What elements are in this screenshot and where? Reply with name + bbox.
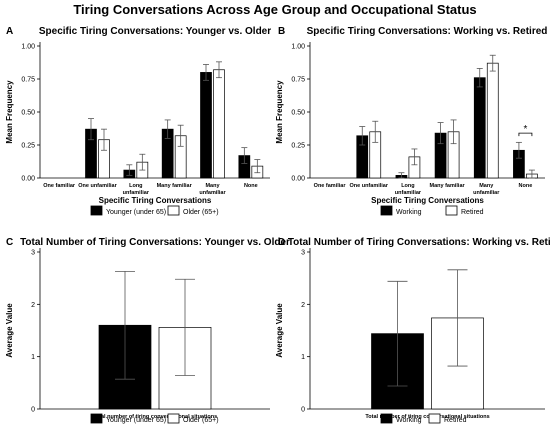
y-axis-label: Average Value bbox=[275, 303, 284, 358]
legend-label: Older (65+) bbox=[183, 209, 219, 216]
y-tick-label: 2 bbox=[31, 302, 35, 309]
x-tick-label: One familiar bbox=[314, 183, 347, 189]
x-tick-label: Total number of tiring conversational si… bbox=[93, 414, 217, 420]
significance-bracket bbox=[518, 132, 533, 137]
panel-b: B Specific Tiring Conversations: Working … bbox=[275, 26, 547, 216]
legend-swatch bbox=[90, 205, 103, 216]
x-tick-label: Many unfamiliar bbox=[473, 183, 500, 196]
x-tick-label: One unfamiliar bbox=[78, 183, 117, 189]
bar bbox=[486, 62, 499, 179]
bar bbox=[213, 69, 225, 179]
x-tick-label: Long unfamiliar bbox=[123, 183, 150, 196]
legend-swatch bbox=[445, 205, 458, 216]
legend-label: Older (65+) bbox=[183, 417, 219, 424]
y-tick-label: 2 bbox=[301, 302, 305, 309]
y-tick-label: 0.25 bbox=[291, 143, 305, 150]
x-axis-label: Specific Tiring Conversations bbox=[99, 196, 212, 205]
x-tick-label: Many unfamiliar bbox=[199, 183, 226, 196]
x-tick-label: Many familiar bbox=[157, 183, 193, 189]
panel-letter: D bbox=[278, 237, 285, 248]
y-tick-label: 0.50 bbox=[21, 110, 35, 117]
legend-swatch bbox=[428, 413, 441, 424]
panel-title: Specific Tiring Conversations: Working v… bbox=[307, 26, 548, 37]
legend-label: Working bbox=[396, 209, 422, 216]
y-axis-label: Mean Frequency bbox=[275, 80, 284, 144]
panel-d: D Total Number of Tiring Conversations: W… bbox=[275, 237, 550, 424]
y-tick-label: 0.00 bbox=[21, 176, 35, 183]
legend-swatch bbox=[167, 205, 180, 216]
panel-a: A Specific Tiring Conversations: Younger … bbox=[5, 26, 271, 216]
y-axis-label: Average Value bbox=[5, 303, 14, 358]
legend-swatch bbox=[167, 413, 180, 424]
y-tick-label: 1.00 bbox=[21, 44, 35, 51]
x-tick-label: None bbox=[519, 183, 533, 189]
x-tick-label: None bbox=[244, 183, 258, 189]
y-tick-label: 3 bbox=[301, 250, 305, 257]
y-tick-label: 0.00 bbox=[291, 176, 305, 183]
y-tick-label: 0.75 bbox=[21, 77, 35, 84]
bar bbox=[200, 72, 212, 179]
y-tick-label: 0.75 bbox=[291, 77, 305, 84]
x-tick-label: One unfamiliar bbox=[349, 183, 388, 189]
panel-letter: B bbox=[278, 26, 285, 37]
y-tick-label: 0 bbox=[301, 407, 305, 414]
y-tick-label: 1 bbox=[31, 354, 35, 361]
panel-letter: C bbox=[6, 237, 13, 248]
x-tick-label: Total number of tiring conversational si… bbox=[365, 414, 489, 420]
x-tick-label: Many familiar bbox=[430, 183, 466, 189]
y-tick-label: 1 bbox=[301, 354, 305, 361]
panel-title: Total Number of Tiring Conversations: Wo… bbox=[288, 237, 550, 248]
panel-title: Specific Tiring Conversations: Younger v… bbox=[39, 26, 271, 37]
legend-label: Working bbox=[396, 417, 422, 424]
x-axis-label: Specific Tiring Conversations bbox=[371, 196, 484, 205]
significance-marker: * bbox=[523, 124, 527, 135]
y-axis-label: Mean Frequency bbox=[5, 80, 14, 144]
legend-swatch bbox=[90, 413, 103, 424]
x-tick-label: One familiar bbox=[43, 183, 76, 189]
y-tick-label: 3 bbox=[31, 250, 35, 257]
legend-label: Retired bbox=[444, 417, 467, 424]
legend-swatch bbox=[380, 205, 393, 216]
x-tick-label: Long unfamiliar bbox=[395, 183, 422, 196]
figure-title: Tiring Conversations Across Age Group an… bbox=[73, 2, 476, 17]
legend-label: Younger (under 65) bbox=[106, 209, 166, 216]
legend-swatch bbox=[380, 413, 393, 424]
legend-label: Retired bbox=[461, 209, 484, 216]
panel-c: C Total Number of Tiring Conversations: Y… bbox=[5, 237, 290, 424]
panel-title: Total Number of Tiring Conversations: Yo… bbox=[20, 237, 290, 248]
y-tick-label: 1.00 bbox=[291, 44, 305, 51]
panel-letter: A bbox=[6, 26, 13, 37]
y-tick-label: 0.25 bbox=[21, 143, 35, 150]
y-tick-label: 0.50 bbox=[291, 110, 305, 117]
bar bbox=[473, 77, 486, 179]
legend-label: Younger (under 65) bbox=[106, 417, 166, 424]
y-tick-label: 0 bbox=[31, 407, 35, 414]
